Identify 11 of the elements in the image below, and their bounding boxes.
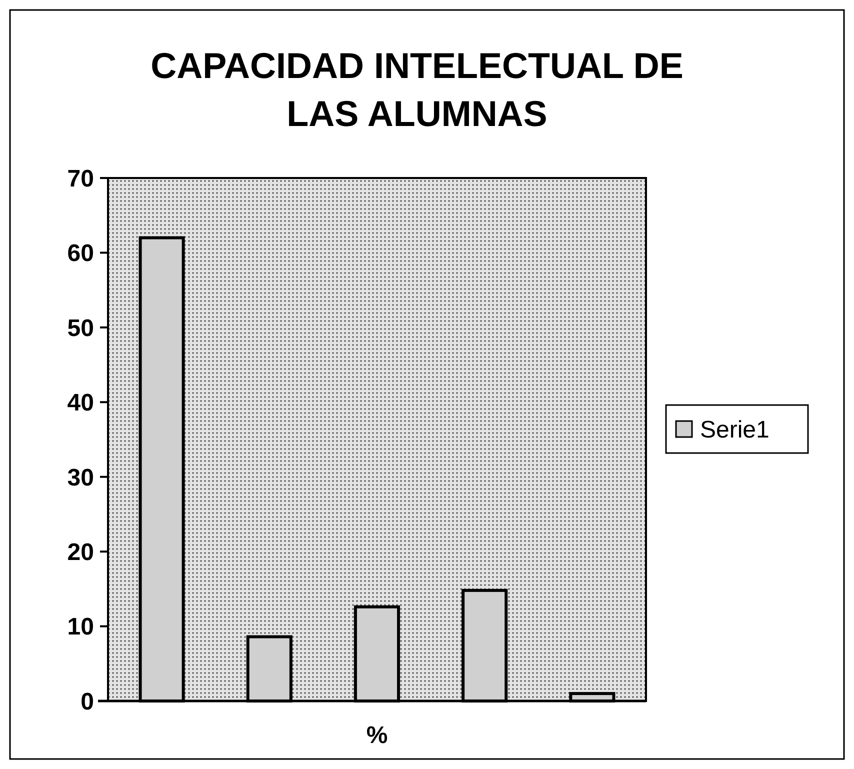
y-tick-label: 10 [67, 614, 94, 641]
y-tick-label: 0 [80, 688, 94, 716]
x-axis-title: % [366, 722, 388, 749]
y-tick-label: 70 [67, 165, 94, 192]
y-tick-label: 20 [67, 538, 94, 566]
y-tick-label: 40 [67, 390, 94, 417]
y-tick-label: 30 [67, 464, 94, 492]
legend-label: Serie1 [700, 416, 770, 444]
chart-title: CAPACIDAD INTELECTUAL DE LAS ALUMNAS [150, 45, 684, 134]
y-tick-label: 60 [67, 240, 94, 268]
y-tick-label: 50 [67, 314, 94, 342]
